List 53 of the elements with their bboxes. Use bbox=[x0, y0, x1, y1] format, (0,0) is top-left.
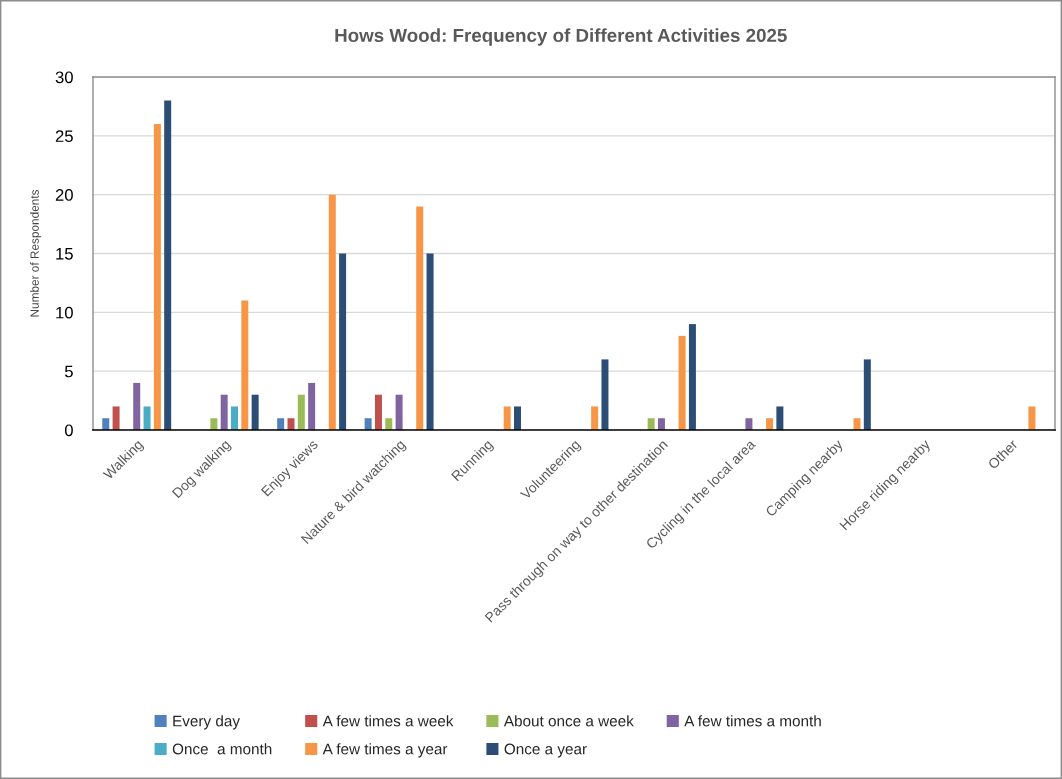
bar bbox=[143, 406, 151, 430]
bar bbox=[231, 406, 238, 430]
bar bbox=[395, 394, 403, 430]
bar bbox=[688, 324, 696, 430]
bar bbox=[1028, 406, 1036, 430]
legend-label: A few times a week bbox=[322, 715, 454, 727]
bar bbox=[210, 418, 218, 430]
bar bbox=[328, 194, 336, 430]
y-tick-label: 10 bbox=[56, 306, 73, 319]
legend-label: Once a year bbox=[504, 743, 587, 758]
bar bbox=[220, 394, 228, 430]
bar bbox=[766, 418, 774, 430]
bar bbox=[416, 206, 424, 430]
y-axis-title: Number of Respondents bbox=[30, 189, 42, 317]
bar bbox=[601, 359, 609, 430]
y-tick-label: 5 bbox=[64, 365, 73, 378]
bar bbox=[776, 406, 784, 430]
bar bbox=[503, 406, 511, 430]
bar bbox=[297, 394, 305, 430]
legend-label: Once a month bbox=[172, 743, 272, 755]
legend-label: A few times a month bbox=[684, 715, 821, 727]
y-tick-label: 20 bbox=[55, 189, 73, 201]
bar bbox=[514, 406, 521, 430]
bar bbox=[374, 394, 382, 430]
bar bbox=[277, 418, 285, 430]
bar bbox=[364, 418, 372, 430]
y-tick-label: 30 bbox=[55, 71, 73, 84]
chart-title: Hows Wood: Frequency of Different Activities 2025 bbox=[335, 28, 787, 46]
bar bbox=[863, 359, 871, 430]
y-tick-label: 15 bbox=[56, 248, 73, 260]
bar bbox=[308, 382, 316, 430]
bar bbox=[339, 253, 347, 430]
bar bbox=[251, 394, 259, 430]
legend-label: A few times a year bbox=[322, 743, 448, 758]
bar bbox=[745, 418, 753, 430]
y-tick-label: 25 bbox=[55, 130, 73, 143]
bar bbox=[153, 124, 161, 430]
legend-label: Every day bbox=[173, 715, 240, 730]
legend-label: About once a week bbox=[503, 715, 634, 727]
bar bbox=[591, 406, 599, 430]
bar bbox=[853, 418, 861, 430]
bar bbox=[678, 335, 686, 430]
bar bbox=[164, 100, 172, 430]
bar bbox=[657, 418, 665, 430]
y-tick-label: 0 bbox=[64, 424, 73, 437]
bar bbox=[647, 418, 655, 430]
bar bbox=[287, 418, 295, 430]
bar bbox=[112, 406, 120, 430]
bar bbox=[241, 300, 249, 430]
bar bbox=[102, 418, 110, 430]
bar bbox=[426, 253, 434, 430]
bar bbox=[385, 418, 393, 430]
bar bbox=[133, 382, 141, 430]
